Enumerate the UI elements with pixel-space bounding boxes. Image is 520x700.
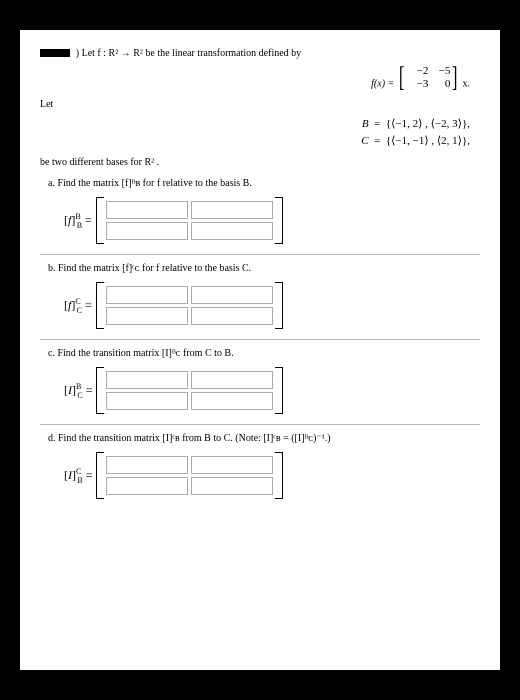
- part-a-label: a. Find the matrix [f]ᴮʙ for f relative …: [40, 178, 480, 189]
- input-b-12[interactable]: [191, 286, 273, 304]
- input-a-21[interactable]: [106, 222, 188, 240]
- right-bracket-icon: [275, 197, 283, 244]
- bases-block: B = {⟨−1, 2⟩ , ⟨−2, 3⟩}, C = {⟨−1, −1⟩ ,…: [40, 116, 480, 149]
- eq2: =: [374, 135, 380, 147]
- part-c-notation: [I]BC =: [64, 382, 92, 399]
- fx-suffix: x.: [463, 78, 471, 89]
- part-d-answer: [I]CB =: [40, 452, 480, 499]
- left-bracket-icon: [96, 367, 104, 414]
- fx-matrix: [ −2−5 −30 ]: [397, 65, 460, 91]
- intro-line: ) Let f : R² → R² be the linear transfor…: [40, 48, 480, 59]
- part-a: a. Find the matrix [f]ᴮʙ for f relative …: [40, 178, 480, 244]
- part-b-answer: [f]CC =: [40, 282, 480, 329]
- left-bracket-icon: [: [399, 68, 405, 88]
- eq1: =: [374, 118, 380, 130]
- right-bracket-icon: [275, 282, 283, 329]
- part-b-matrix-input: [96, 282, 283, 329]
- B-lhs: B: [362, 118, 369, 130]
- input-c-12[interactable]: [191, 371, 273, 389]
- input-a-11[interactable]: [106, 201, 188, 219]
- input-a-12[interactable]: [191, 201, 273, 219]
- fx-label: f(x) =: [371, 78, 394, 89]
- input-b-22[interactable]: [191, 307, 273, 325]
- part-b: b. Find the matrix [f]ᶜᴄ for f relative …: [40, 263, 480, 329]
- right-bracket-icon: [275, 452, 283, 499]
- left-bracket-icon: [96, 452, 104, 499]
- let-label: Let: [40, 99, 480, 110]
- C-lhs: C: [361, 135, 368, 147]
- right-bracket-icon: ]: [452, 68, 458, 88]
- fx-definition: f(x) = [ −2−5 −30 ] x.: [40, 65, 480, 91]
- m-r1c1: −2: [406, 65, 428, 78]
- bases-description: be two different bases for R² .: [40, 157, 480, 168]
- input-d-21[interactable]: [106, 477, 188, 495]
- m-r1c2: −5: [428, 65, 450, 78]
- divider: [40, 254, 480, 255]
- left-bracket-icon: [96, 197, 104, 244]
- part-a-matrix-input: [96, 197, 283, 244]
- input-c-21[interactable]: [106, 392, 188, 410]
- input-d-22[interactable]: [191, 477, 273, 495]
- input-d-11[interactable]: [106, 456, 188, 474]
- input-c-22[interactable]: [191, 392, 273, 410]
- part-d-label: d. Find the transition matrix [I]ᶜʙ from…: [40, 433, 480, 444]
- part-d: d. Find the transition matrix [I]ᶜʙ from…: [40, 433, 480, 499]
- part-a-notation: [f]BB =: [64, 212, 92, 229]
- m-r2c1: −3: [406, 78, 428, 91]
- problem-page: ) Let f : R² → R² be the linear transfor…: [20, 30, 500, 670]
- left-bracket-icon: [96, 282, 104, 329]
- input-a-22[interactable]: [191, 222, 273, 240]
- part-d-matrix-input: [96, 452, 283, 499]
- part-b-notation: [f]CC =: [64, 297, 92, 314]
- part-c-label: c. Find the transition matrix [I]ᴮᴄ from…: [40, 348, 480, 359]
- redaction-bar: [40, 49, 70, 57]
- part-c: c. Find the transition matrix [I]ᴮᴄ from…: [40, 348, 480, 414]
- intro-text: ) Let f : R² → R² be the linear transfor…: [76, 48, 301, 59]
- part-c-matrix-input: [96, 367, 283, 414]
- input-c-11[interactable]: [106, 371, 188, 389]
- part-b-label: b. Find the matrix [f]ᶜᴄ for f relative …: [40, 263, 480, 274]
- input-d-12[interactable]: [191, 456, 273, 474]
- divider: [40, 339, 480, 340]
- part-a-answer: [f]BB =: [40, 197, 480, 244]
- input-b-21[interactable]: [106, 307, 188, 325]
- right-bracket-icon: [275, 367, 283, 414]
- matrix-values: −2−5 −30: [406, 65, 450, 91]
- part-d-notation: [I]CB =: [64, 467, 92, 484]
- m-r2c2: 0: [428, 78, 450, 91]
- C-rhs: {⟨−1, −1⟩ , ⟨2, 1⟩},: [386, 135, 470, 147]
- divider: [40, 424, 480, 425]
- B-rhs: {⟨−1, 2⟩ , ⟨−2, 3⟩},: [386, 118, 470, 130]
- input-b-11[interactable]: [106, 286, 188, 304]
- part-c-answer: [I]BC =: [40, 367, 480, 414]
